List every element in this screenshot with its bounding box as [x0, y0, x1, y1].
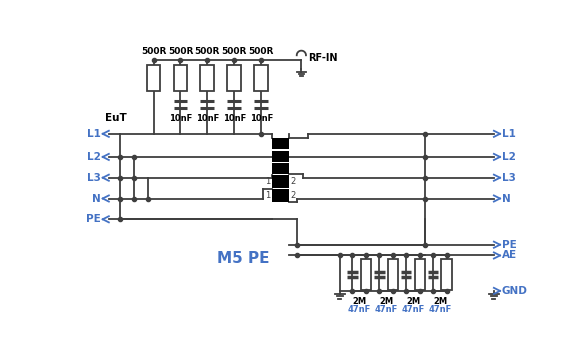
- Text: 2M: 2M: [352, 297, 366, 306]
- Text: 500R: 500R: [195, 47, 220, 56]
- Text: 10nF: 10nF: [169, 114, 192, 123]
- Bar: [442, 259, 452, 290]
- Bar: [173, 64, 187, 91]
- Text: AE: AE: [502, 251, 517, 261]
- Text: 47nF: 47nF: [374, 305, 398, 314]
- Bar: [200, 64, 214, 91]
- Bar: [272, 151, 289, 161]
- Text: N: N: [93, 194, 101, 203]
- Text: 10nF: 10nF: [196, 114, 219, 123]
- Text: GND: GND: [502, 286, 527, 296]
- Text: 500R: 500R: [168, 47, 193, 56]
- Text: 2M: 2M: [406, 297, 420, 306]
- Text: L1: L1: [502, 129, 516, 139]
- Text: 2M: 2M: [433, 297, 447, 306]
- Bar: [147, 64, 161, 91]
- Text: L2: L2: [87, 152, 101, 162]
- Text: 2: 2: [290, 177, 296, 186]
- Text: L2: L2: [502, 152, 516, 162]
- Text: 500R: 500R: [141, 47, 166, 56]
- Bar: [414, 259, 425, 290]
- Text: 2: 2: [290, 191, 296, 200]
- Bar: [272, 138, 289, 149]
- Text: PE: PE: [86, 214, 101, 224]
- Text: L3: L3: [87, 173, 101, 183]
- Bar: [272, 175, 289, 188]
- Bar: [388, 259, 398, 290]
- Text: M5 PE: M5 PE: [217, 251, 270, 266]
- Text: 2M: 2M: [379, 297, 393, 306]
- Text: 10nF: 10nF: [250, 114, 273, 123]
- Text: 500R: 500R: [249, 47, 274, 56]
- Text: PE: PE: [502, 240, 516, 250]
- Text: 47nF: 47nF: [347, 305, 371, 314]
- Text: 47nF: 47nF: [402, 305, 425, 314]
- Text: L3: L3: [502, 173, 516, 183]
- Text: EuT: EuT: [105, 113, 127, 124]
- Text: L1: L1: [87, 129, 101, 139]
- Bar: [254, 64, 268, 91]
- Bar: [361, 259, 371, 290]
- Text: 500R: 500R: [222, 47, 247, 56]
- Text: 10nF: 10nF: [223, 114, 246, 123]
- Bar: [272, 163, 289, 174]
- Bar: [228, 64, 242, 91]
- Text: RF-IN: RF-IN: [308, 53, 338, 63]
- Text: 1: 1: [265, 191, 271, 200]
- Bar: [272, 189, 289, 202]
- Text: 47nF: 47nF: [428, 305, 452, 314]
- Text: N: N: [502, 194, 510, 203]
- Text: 1: 1: [265, 177, 271, 186]
